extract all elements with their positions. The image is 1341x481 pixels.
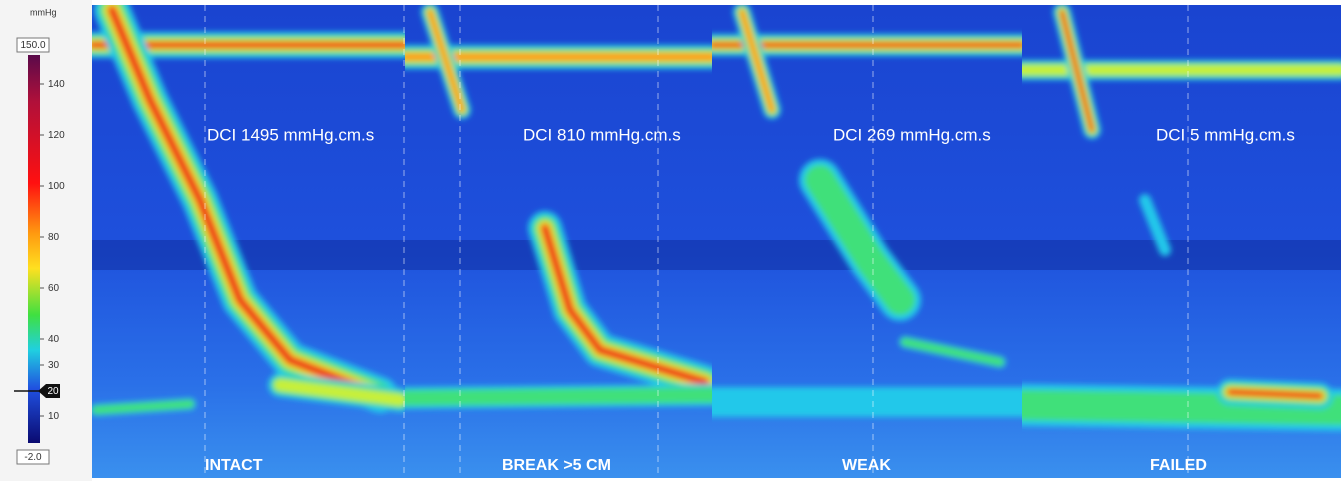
dci-label: DCI 810 mmHg.cm.s	[523, 125, 681, 144]
tick-label: 40	[48, 334, 60, 345]
max-label: 150.0	[20, 40, 45, 51]
manometry-view: mmHg 150.0 -2.0 140 120 100 80 60 40 30 20 10 DC…	[0, 0, 1341, 481]
pressure-ridge	[405, 395, 712, 398]
dci-label: DCI 269 mmHg.cm.s	[833, 125, 991, 144]
dci-label: DCI 1495 mmHg.cm.s	[207, 125, 374, 144]
pressure-ridge	[96, 404, 190, 410]
swallow-label: INTACT	[205, 457, 263, 474]
dci-label: DCI 5 mmHg.cm.s	[1156, 125, 1295, 144]
tick-label: 60	[48, 283, 60, 294]
tick-label: 20	[47, 386, 59, 397]
panel-body	[1022, 5, 1341, 478]
tick-label: 80	[48, 232, 60, 243]
unit-label: mmHg	[30, 7, 57, 17]
color-scale	[28, 55, 40, 443]
tick-label: 120	[48, 130, 65, 141]
manometry-panel: DCI 810 mmHg.cm.s BREAK >5 CM	[405, 5, 712, 478]
manometry-panel: DCI 269 mmHg.cm.s WEAK	[712, 5, 1022, 478]
dark-band	[1022, 240, 1341, 270]
tick-label: 30	[48, 360, 60, 371]
panel-body	[712, 5, 1022, 478]
manometry-panel: DCI 5 mmHg.cm.s FAILED	[1022, 5, 1341, 478]
tick-label: 100	[48, 181, 65, 192]
dark-band	[92, 240, 405, 270]
tick-label: 10	[48, 411, 60, 422]
swallow-label: FAILED	[1150, 457, 1207, 474]
tick-label: 140	[48, 79, 65, 90]
min-label: -2.0	[24, 452, 42, 463]
panel-body	[92, 5, 405, 478]
manometry-panel: DCI 1495 mmHg.cm.s INTACT	[92, 5, 405, 478]
panel-body	[405, 5, 712, 478]
swallow-label: BREAK >5 CM	[502, 457, 611, 474]
colorbar-panel	[0, 0, 92, 481]
swallow-label: WEAK	[842, 457, 891, 474]
